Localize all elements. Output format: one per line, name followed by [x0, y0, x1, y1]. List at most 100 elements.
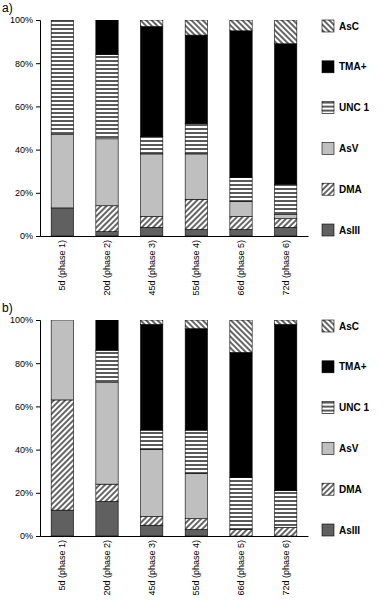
tick-label: 80% — [15, 359, 33, 369]
tick-mark — [36, 236, 40, 237]
tick: 100% — [10, 15, 40, 25]
tick: 45d (phase 3) — [147, 536, 157, 596]
legend-swatch — [322, 361, 334, 373]
bar-segment — [141, 217, 163, 228]
tick: 60% — [15, 402, 40, 412]
legend-swatch — [322, 61, 334, 73]
legend-label: AsC — [339, 321, 359, 332]
axis-line — [36, 321, 41, 537]
bar-segment — [185, 20, 207, 35]
tick-label: 80% — [15, 59, 33, 69]
bar-segment — [275, 20, 297, 44]
tick-mark — [36, 193, 40, 194]
bar-segment — [51, 20, 73, 134]
legend-item: AsV — [322, 442, 359, 454]
legend-label: AsV — [339, 443, 359, 454]
bar-segment — [185, 519, 207, 530]
tick: 55d (phase 4) — [191, 536, 201, 596]
legend-swatch — [322, 102, 334, 114]
legend-item: AsC — [322, 20, 359, 32]
tick-mark — [36, 450, 40, 451]
legend-item: UNC 1 — [322, 402, 369, 414]
tick-label: 60% — [15, 102, 33, 112]
tick: 80% — [15, 59, 40, 69]
tick-mark — [36, 536, 40, 537]
chart-title: a) — [2, 1, 13, 15]
legend-swatch — [322, 483, 334, 495]
bar-segment — [51, 510, 73, 536]
bar-segment — [230, 20, 252, 31]
series-group — [96, 20, 297, 184]
tick-label: 0% — [20, 531, 33, 541]
tick-label: 66d (phase 5) — [236, 240, 246, 296]
legend-label: UNC 1 — [339, 102, 369, 113]
tick-label: 5d (phase 1) — [57, 240, 67, 291]
bar-segment — [230, 530, 252, 536]
legend-swatch — [322, 402, 334, 414]
bar-segment — [96, 350, 118, 382]
legend-item: AsIII — [322, 524, 360, 536]
tick-label: 72d (phase 6) — [281, 240, 291, 296]
axis-line — [41, 536, 309, 537]
tick: 20d (phase 2) — [102, 536, 112, 596]
bar-segment — [275, 491, 297, 528]
bar-segment — [141, 450, 163, 517]
bar-segment — [51, 320, 73, 321]
tick: 5d (phase 1) — [57, 236, 67, 291]
legend-swatch — [322, 142, 334, 154]
bar-segment — [96, 232, 118, 236]
tick: 66d (phase 5) — [236, 536, 246, 596]
tick: 40% — [15, 145, 40, 155]
bar-segment — [141, 517, 163, 526]
legend-label: TMA+ — [339, 61, 367, 72]
series-group — [51, 134, 297, 218]
tick: 80% — [15, 359, 40, 369]
tick-label: 45d (phase 3) — [147, 240, 157, 296]
bar-segment — [96, 55, 118, 139]
tick-label: 40% — [15, 445, 33, 455]
legend-item: AsV — [322, 142, 359, 154]
bars — [51, 20, 297, 236]
tick-mark — [36, 320, 40, 321]
legend-swatch — [322, 20, 334, 32]
legend-item: UNC 1 — [322, 102, 369, 114]
bar-segment — [51, 400, 73, 510]
bar-segment — [141, 525, 163, 536]
tick-label: 40% — [15, 145, 33, 155]
tick: 40% — [15, 445, 40, 455]
legend-label: DMA — [339, 184, 362, 195]
legend-swatch — [322, 524, 334, 536]
tick-mark — [36, 493, 40, 494]
bar-segment — [141, 430, 163, 449]
legend-swatch — [322, 442, 334, 454]
bar-segment — [275, 320, 297, 324]
series-group — [141, 20, 297, 44]
legend-swatch — [322, 320, 334, 332]
bar-segment — [185, 35, 207, 124]
bar-segment — [141, 324, 163, 430]
series-group — [96, 320, 297, 491]
tick-label: 55d (phase 4) — [191, 240, 201, 296]
tick-label: 72d (phase 6) — [281, 540, 291, 596]
bar-segment — [96, 501, 118, 536]
bar-segment — [141, 20, 163, 26]
tick: 72d (phase 6) — [281, 236, 291, 296]
bar-segment — [230, 201, 252, 216]
tick: 100% — [10, 315, 40, 325]
legend-item: TMA+ — [322, 361, 367, 373]
legend-item: TMA+ — [322, 61, 367, 73]
bar-segment — [230, 31, 252, 178]
series-group — [141, 320, 297, 352]
bar-segment — [185, 473, 207, 518]
y-axis: 0%20%40%60%80%100% — [10, 15, 41, 241]
tick-label: 20d (phase 2) — [102, 540, 112, 596]
tick-mark — [36, 63, 40, 64]
bar-segment — [96, 139, 118, 206]
legend-swatch — [322, 224, 334, 236]
bar-segment — [185, 124, 207, 154]
bar-segment — [141, 26, 163, 136]
tick-label: 100% — [10, 315, 33, 325]
bar-segment — [51, 208, 73, 236]
tick-label: 45d (phase 3) — [147, 540, 157, 596]
tick-mark — [36, 406, 40, 407]
